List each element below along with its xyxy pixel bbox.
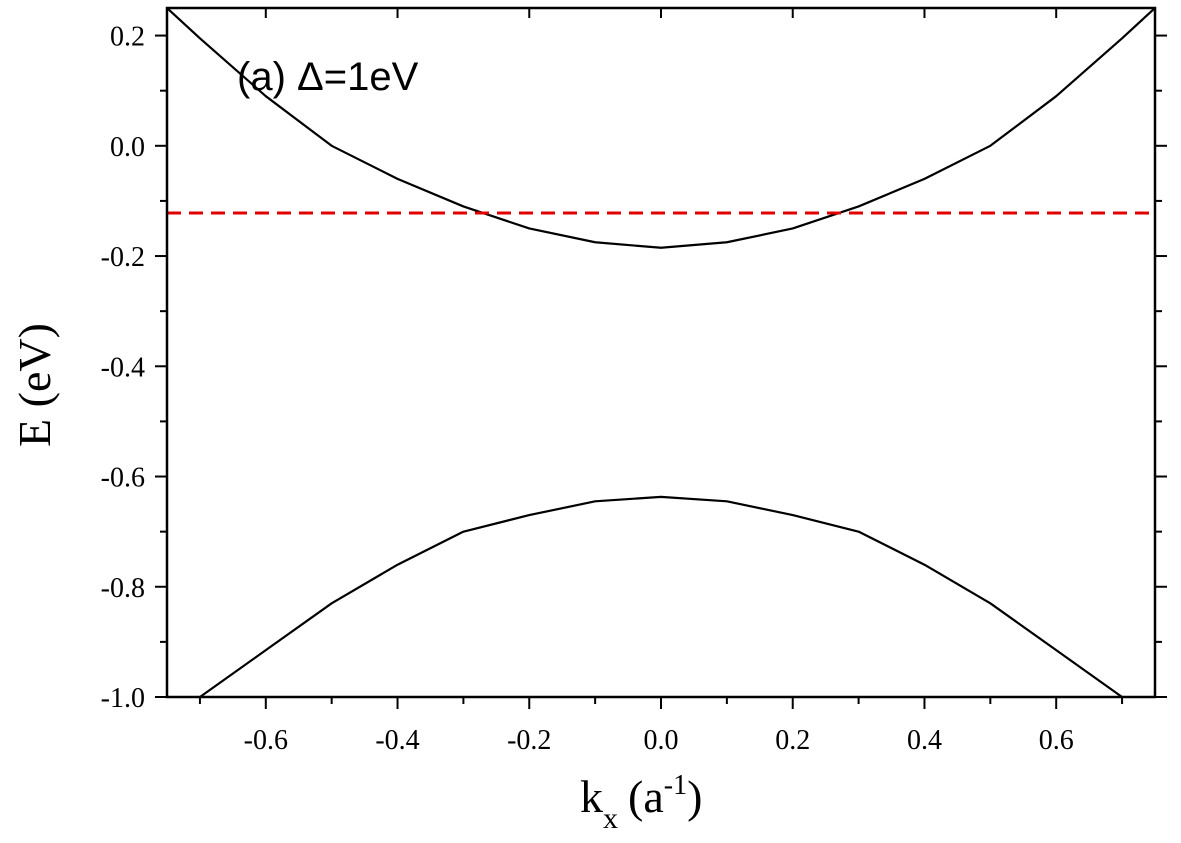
x-axis-title-main: k: [580, 771, 603, 822]
plot-area: [167, 8, 1155, 697]
x-tick-label: -0.2: [507, 725, 551, 756]
plot-frame: [165, 6, 1157, 699]
x-axis-title: kx (a-1): [580, 770, 702, 835]
x-axis-title-open: (a: [628, 771, 664, 822]
x-tick-label: -0.6: [244, 725, 288, 756]
y-tick-label: -1.0: [101, 683, 145, 714]
x-tick-label: 0.4: [907, 725, 942, 756]
x-axis-title-subscript: x: [603, 802, 618, 835]
y-axis-title: E (eV): [9, 323, 60, 447]
tick-labels: -0.6 -0.4 -0.2 0.0 0.2 0.4 0.6 -1.0 -0.8 -0.6 -0.4…: [101, 22, 1074, 756]
y-tick-label: -0.4: [101, 352, 145, 383]
y-tick-label: -0.6: [101, 463, 145, 494]
y-tick-label: -0.8: [101, 573, 145, 604]
x-tick-label: -0.4: [375, 725, 419, 756]
y-tick-label: 0.2: [110, 22, 145, 53]
x-tick-label: 0.6: [1039, 725, 1074, 756]
svg-text:kx(a-1): kx (a-1): [580, 770, 702, 835]
x-axis-title-close: ): [687, 771, 702, 822]
y-tick-label: 0.0: [110, 132, 145, 163]
panel-annotation: (a) Δ=1eV: [237, 55, 419, 99]
x-tick-label: 0.2: [775, 725, 810, 756]
axis-ticks: [155, 8, 1167, 709]
band-curve-1: [167, 8, 1155, 249]
x-tick-label: 0.0: [644, 725, 679, 756]
band-curve-2: [199, 495, 1123, 697]
y-tick-label: -0.2: [101, 242, 145, 273]
x-axis-title-superscript: -1: [664, 770, 687, 801]
